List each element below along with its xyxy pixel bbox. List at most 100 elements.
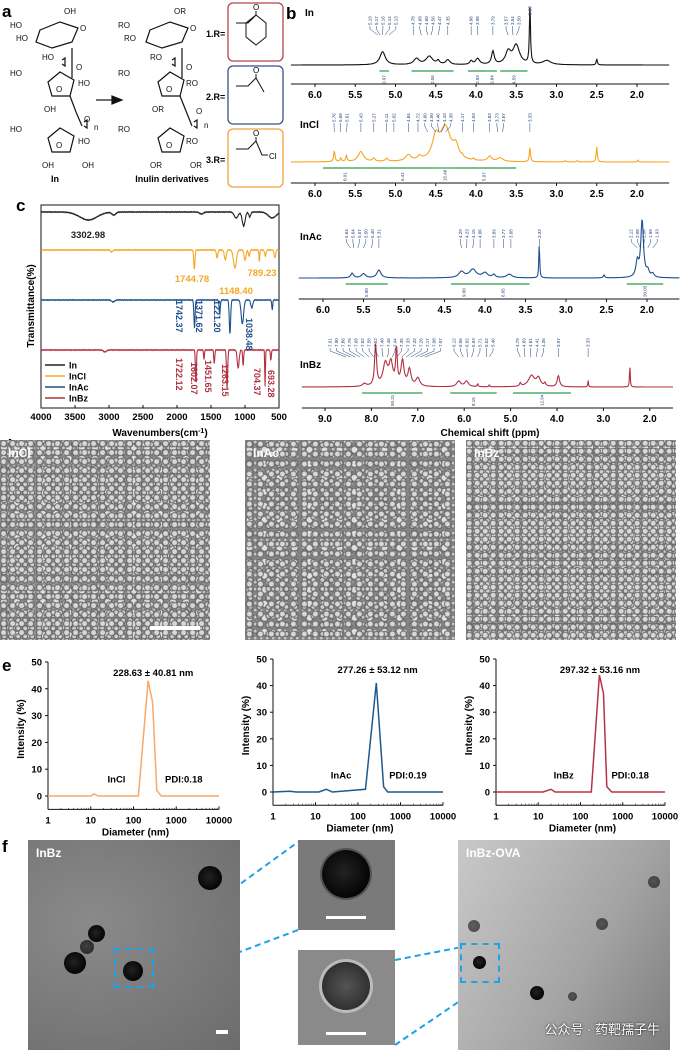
atom-label: OH <box>82 161 94 170</box>
x-tick-label: 4.0 <box>469 189 483 200</box>
x-tick-label: 8.0 <box>364 414 378 425</box>
y-tick-label: 0 <box>485 788 490 799</box>
peak-label: 5.93 <box>471 338 476 347</box>
atom-label: RO <box>118 125 130 134</box>
peak-label: 5.76 <box>332 113 337 122</box>
atom-label: O <box>84 115 90 124</box>
peak-label: 5.31 <box>376 229 381 238</box>
peak-label-leader <box>388 26 397 36</box>
scale-bar <box>150 626 200 630</box>
scale-bar <box>326 916 366 919</box>
peak-label-leader <box>371 239 373 249</box>
atom-label: O <box>166 85 172 94</box>
dls-plot-inbz: 0 10 20 30 40 50 1 10 100 1000 10000 Diameter (nm) I… <box>464 655 678 835</box>
peak-label-leader <box>437 26 440 36</box>
peak-label: 3.67 <box>501 113 506 122</box>
peak-label: 4.23 <box>464 229 469 238</box>
peak-label: 4.38 <box>448 113 453 122</box>
nanoparticle <box>123 961 143 981</box>
tem-image-inbz-ova: InBz-OVA 公众号 · 药靶孺子牛 <box>458 840 670 1050</box>
x-tick-label: 2.0 <box>630 189 644 200</box>
legend-label: InCl <box>69 372 86 382</box>
peak-label-leader <box>387 348 389 358</box>
peak-label-leader <box>516 26 520 36</box>
peak-label-leader <box>346 123 348 133</box>
atom-label: O <box>56 141 62 150</box>
pdi-label: PDI:0.18 <box>165 775 203 786</box>
pdi-label: PDI:0.18 <box>611 771 649 782</box>
x-tick-label: 100 <box>573 811 589 822</box>
y-tick-label: 30 <box>31 711 42 722</box>
peak-label-leader <box>396 348 402 358</box>
atom-label: O <box>76 63 82 72</box>
peak-label-leader <box>401 348 409 358</box>
y-tick-label: 40 <box>256 681 267 692</box>
peak-label: 2.12 <box>629 229 634 238</box>
inulin-derivatives-label: Inulin derivatives <box>135 174 209 184</box>
x-axis-title: Wavenumbers(cm-1) <box>112 428 207 439</box>
x-tick-label: 1 <box>493 811 499 822</box>
atom-label: RO <box>124 34 136 43</box>
panel-label-b: b <box>286 4 296 23</box>
y-tick-label: 20 <box>31 738 42 749</box>
spectrum-trace <box>290 124 670 163</box>
nanoparticle <box>88 925 105 942</box>
peak-label: 7.46 <box>386 338 391 347</box>
atom-label: OR <box>190 161 202 170</box>
peak-label: 6.02 <box>465 338 470 347</box>
bond <box>236 77 257 87</box>
peak-annotation: 1371.62 <box>194 300 204 333</box>
atom-label: RO <box>118 69 130 78</box>
integral-value: 50.31 <box>390 394 395 406</box>
x-tick-label: 3000 <box>98 412 119 423</box>
x-tick-label: 3.0 <box>596 414 610 425</box>
integral-value: 15.46 <box>443 169 448 181</box>
oxygen-atom: O <box>253 129 259 138</box>
nanoparticle <box>468 920 480 932</box>
peak-label-leader <box>489 348 494 358</box>
y-tick-label: 50 <box>256 655 267 666</box>
peak-label: 1.99 <box>648 229 653 238</box>
legend-label: In <box>69 361 77 371</box>
x-tick-label: 2.5 <box>600 305 614 316</box>
x-tick-label: 2.0 <box>630 90 644 101</box>
peak-label: 4.36 <box>541 338 546 347</box>
peak-label: 4.69 <box>522 338 527 347</box>
x-tick-label: 4.0 <box>469 90 483 101</box>
y-tick-label: 10 <box>31 765 42 776</box>
peak-label-leader <box>419 26 422 36</box>
chlorine-atom: Cl <box>269 152 277 161</box>
peak-label: 5.13 <box>393 16 398 25</box>
atom-label: RO <box>150 53 162 62</box>
peak-annotation: 704.37 <box>252 368 262 396</box>
peak-label: 2.08 <box>635 229 640 238</box>
atom-label: O <box>56 85 62 94</box>
spectrum-trace <box>298 219 680 279</box>
x-tick-label: 2.0 <box>643 414 657 425</box>
x-tick-label: 1000 <box>166 815 187 826</box>
sem-label: InAc <box>253 446 280 460</box>
peak-label-leader <box>368 348 374 358</box>
x-axis-title-text: Wavenumbers(cm <box>112 428 198 439</box>
nanoparticle <box>322 850 370 898</box>
peak-label: 2.06 <box>642 229 647 238</box>
chloroacetyl-structure <box>236 137 268 156</box>
peak-label: 5.50 <box>363 229 368 238</box>
inulin-label: In <box>51 174 59 184</box>
peak-label: 5.68 <box>338 113 343 122</box>
peak-label-leader <box>472 239 474 249</box>
peak-label: 7.33 <box>406 338 411 347</box>
peak-label-leader <box>517 348 521 358</box>
dls-plot-inac: 0 10 20 30 40 50 1 10 100 1000 10000 Diameter (nm) I… <box>241 655 456 835</box>
peak-label: 4.47 <box>437 16 442 25</box>
peak-label: 3.79 <box>490 16 495 25</box>
peak-label-leader <box>647 239 651 249</box>
chloromethyl-bond <box>255 140 268 156</box>
peak-label: 5.02 <box>391 113 396 122</box>
peak-annotation: 1451.65 <box>203 360 213 393</box>
peak-label: 4.60 <box>424 16 429 25</box>
size-distribution-line <box>496 674 665 793</box>
atom-label: OR <box>150 161 162 170</box>
peak-label-leader <box>502 123 504 133</box>
peak-label-leader <box>346 239 351 249</box>
